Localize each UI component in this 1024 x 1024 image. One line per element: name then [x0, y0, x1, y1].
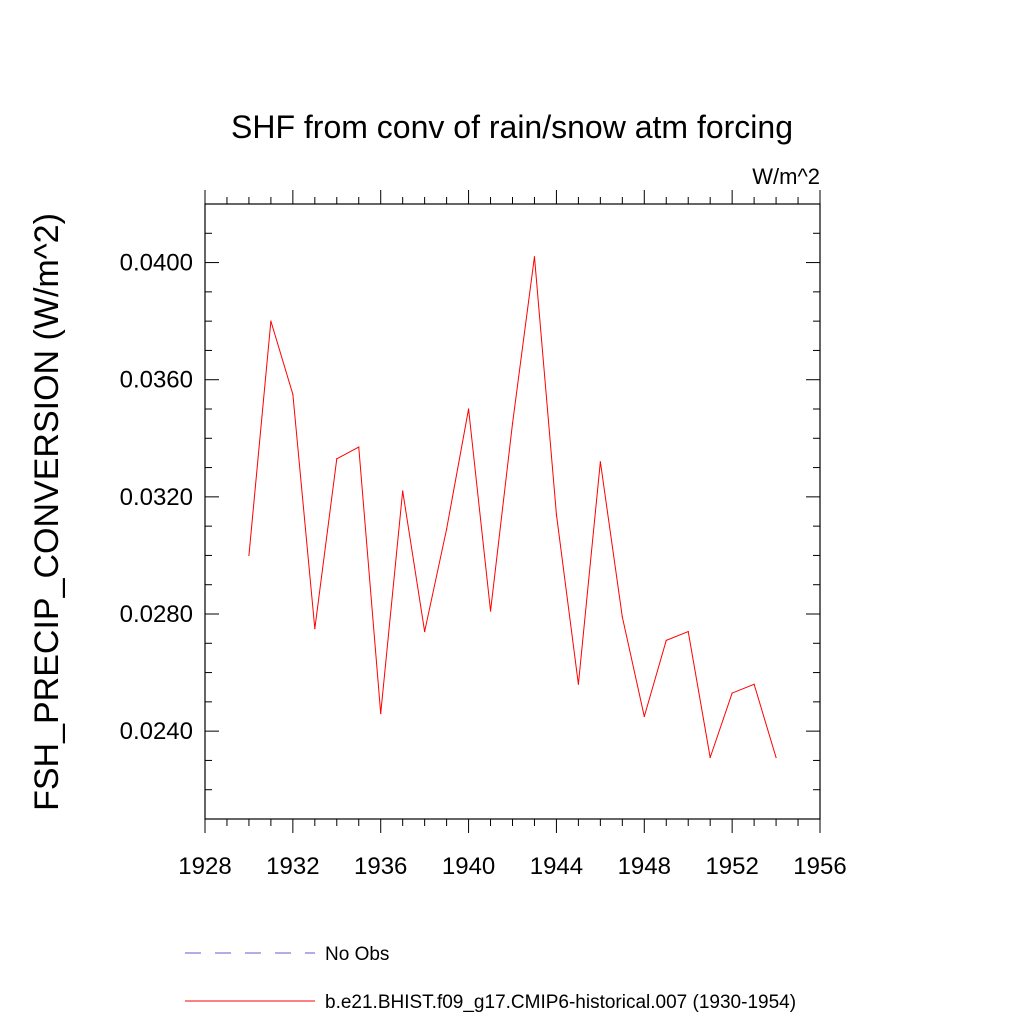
data-point	[775, 756, 777, 759]
x-tick-label: 1948	[618, 853, 671, 880]
data-point	[292, 393, 294, 395]
y-tick-label: 0.0400	[120, 250, 193, 277]
data-point	[467, 408, 470, 410]
y-axis-label: FSH_PRECIP_CONVERSION (W/m^2)	[28, 213, 66, 811]
legend-label-historical: b.e21.BHIST.f09_g17.CMIP6-historical.007…	[325, 992, 796, 1013]
y-tick-labels: 0.0240 0.0280 0.0320 0.0360 0.0400	[120, 250, 193, 746]
x-tick-label: 1944	[530, 853, 583, 880]
x-tick-label: 1936	[354, 853, 407, 880]
data-point	[314, 628, 316, 630]
series-layer	[248, 256, 777, 759]
data-point	[489, 610, 492, 612]
data-point	[446, 528, 448, 530]
chart-title: SHF from conv of rain/snow atm forcing	[231, 109, 793, 145]
data-point	[687, 630, 689, 633]
data-point	[709, 756, 711, 759]
data-point	[753, 683, 755, 685]
x-tick-label: 1928	[178, 853, 231, 880]
data-point	[424, 630, 426, 633]
data-point	[599, 461, 601, 463]
data-point	[402, 490, 404, 492]
series-line	[248, 256, 777, 758]
y-tick-label: 0.0360	[120, 367, 193, 394]
data-point	[533, 256, 536, 258]
data-point	[380, 712, 382, 715]
data-point	[248, 554, 250, 557]
x-tick-label: 1932	[266, 853, 319, 880]
y-tick-label: 0.0240	[120, 718, 193, 745]
x-tick-label: 1956	[793, 853, 846, 880]
data-point	[358, 446, 360, 448]
units-label: W/m^2	[752, 164, 820, 189]
legend: No Obs b.e21.BHIST.f09_g17.CMIP6-histori…	[185, 944, 796, 1013]
legend-label-no-obs: No Obs	[325, 944, 389, 965]
data-point	[621, 616, 623, 618]
data-point	[511, 423, 514, 425]
x-tick-label: 1940	[442, 853, 495, 880]
plot-frame	[204, 203, 821, 820]
data-point	[731, 692, 733, 694]
data-point	[336, 458, 338, 460]
axis-ticks	[204, 190, 821, 833]
data-point	[270, 320, 272, 322]
x-tick-labels: 1928 1932 1936 1940 1944 1948 1952 1956	[178, 853, 846, 880]
y-tick-label: 0.0320	[120, 484, 193, 511]
data-point	[665, 639, 667, 641]
data-point	[577, 683, 579, 685]
x-tick-label: 1952	[705, 853, 758, 880]
data-point	[555, 513, 558, 516]
y-tick-label: 0.0280	[120, 601, 193, 628]
data-point	[643, 715, 645, 718]
